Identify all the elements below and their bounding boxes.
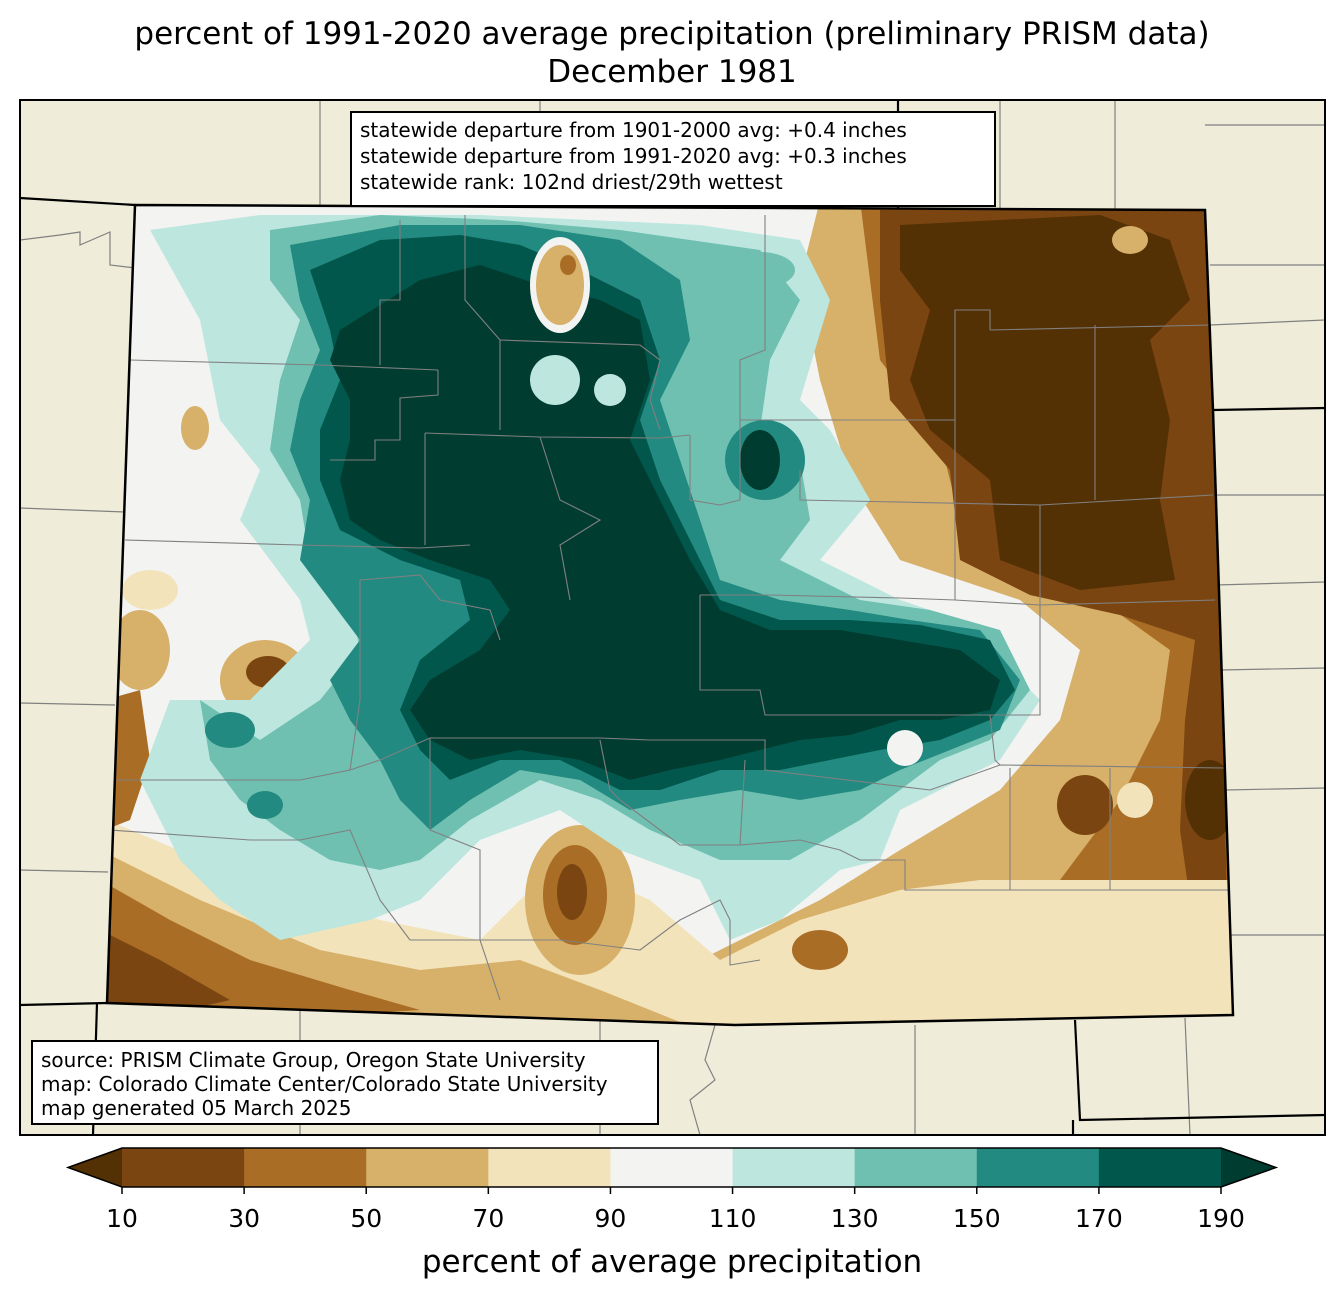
- colorbar-segment: [610, 1148, 734, 1187]
- source-line: source: PRISM Climate Group, Oregon Stat…: [41, 1048, 586, 1072]
- colorbar-segment: [1098, 1148, 1222, 1187]
- colorbar-tick-label: 90: [594, 1204, 627, 1233]
- colorbar-segment: [732, 1148, 856, 1187]
- stat-departure-1901: statewide departure from 1901-2000 avg: …: [360, 118, 907, 142]
- colorbar-tick-label: 130: [830, 1204, 879, 1233]
- neighbor-state-lines: [20, 100, 1325, 1135]
- map-subtitle: December 1981: [547, 54, 797, 90]
- colorbar-tick-label: 70: [472, 1204, 505, 1233]
- map-frame: [19, 99, 1326, 1136]
- statewide-stats-box: statewide departure from 1901-2000 avg: …: [350, 111, 996, 207]
- generated-date-line: map generated 05 March 2025: [41, 1096, 352, 1120]
- colorbar-tick-label: 150: [952, 1204, 1001, 1233]
- colorbar-segment: [976, 1148, 1100, 1187]
- stat-rank: statewide rank: 102nd driest/29th wettes…: [360, 170, 783, 194]
- map-title: percent of 1991-2020 average precipitati…: [134, 16, 1210, 52]
- colorbar-tick-label: 110: [708, 1204, 757, 1233]
- source-box: source: PRISM Climate Group, Oregon Stat…: [31, 1040, 659, 1125]
- colorbar-tick-label: 10: [106, 1204, 138, 1233]
- county-lines: [109, 215, 1230, 1001]
- colorado-border: [105, 203, 1235, 1027]
- colorbar-segment: [366, 1148, 489, 1187]
- colorbar-tick-label: 190: [1197, 1204, 1245, 1233]
- colorbar-extend-high: [1221, 1148, 1276, 1187]
- map-credit-line: map: Colorado Climate Center/Colorado St…: [41, 1072, 608, 1096]
- colorbar-segment: [244, 1148, 367, 1187]
- colorbar-label: percent of average precipitation: [421, 1244, 923, 1280]
- colorbar-tick-label: 50: [350, 1204, 383, 1233]
- colorbar-segment: [488, 1148, 611, 1187]
- colorbar-tick-label: 30: [228, 1204, 261, 1233]
- colorbar-extend-low: [68, 1148, 122, 1187]
- colorbar-segment: [122, 1148, 245, 1187]
- colorbar-segment: [854, 1148, 978, 1187]
- stat-departure-1991: statewide departure from 1991-2020 avg: …: [360, 144, 907, 168]
- colorbar-tick-label: 170: [1075, 1204, 1123, 1233]
